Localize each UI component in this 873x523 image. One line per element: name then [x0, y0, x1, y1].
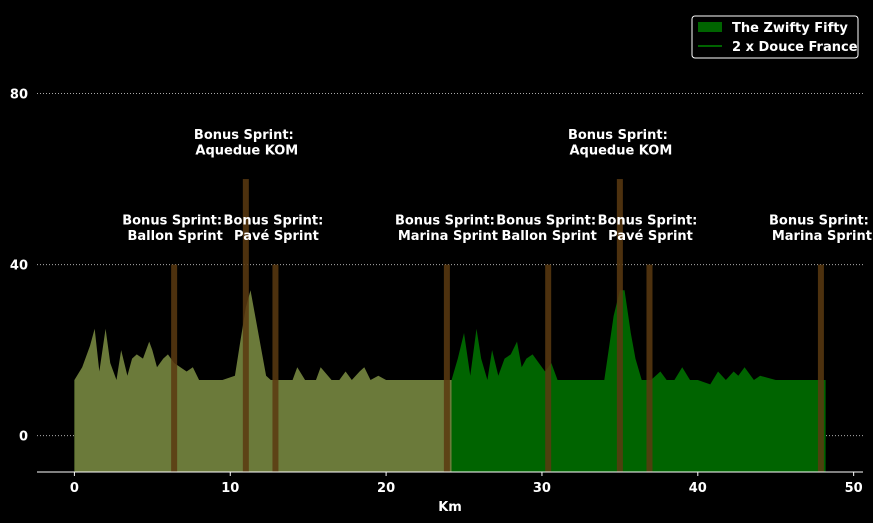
- y-tick-label-40: 40: [10, 259, 28, 274]
- sprint-label-5: Bonus Sprint: Aquedue KOM: [568, 128, 672, 159]
- sprint-label-4: Bonus Sprint: Ballon Sprint: [496, 214, 597, 245]
- y-tick-label-0: 0: [19, 430, 28, 445]
- legend-label-douce-france: 2 x Douce France: [732, 40, 858, 55]
- x-axis-label: Km: [438, 500, 462, 515]
- x-tick-label-0: 0: [70, 481, 79, 496]
- sprint-label-0: Bonus Sprint: Ballon Sprint: [122, 214, 223, 245]
- sprint-label-7: Bonus Sprint: Marina Sprint: [769, 214, 872, 245]
- sprint-label-6: Bonus Sprint: Pavé Sprint: [598, 214, 698, 245]
- sprint-bar-3: [444, 265, 450, 472]
- y-tick-label-80: 80: [10, 88, 28, 103]
- legend-label-zwifty-fifty: The Zwifty Fifty: [732, 21, 848, 36]
- x-tick-label-50: 50: [845, 481, 863, 496]
- sprint-label-2: Bonus Sprint: Pavé Sprint: [224, 214, 324, 245]
- legend: The Zwifty Fifty 2 x Douce France: [692, 16, 858, 58]
- sprint-label-1: Bonus Sprint: Aquedue KOM: [194, 128, 298, 159]
- sprint-annotations: Bonus Sprint: Ballon Sprint Bonus Sprint: A…: [122, 128, 872, 244]
- sprint-bar-6: [646, 265, 652, 472]
- series-areas: [74, 290, 825, 472]
- area-douce-france: [74, 290, 451, 472]
- x-tick-label-20: 20: [377, 481, 395, 496]
- sprint-bar-7: [818, 265, 824, 472]
- x-tick-label-10: 10: [221, 481, 239, 496]
- sprint-bar-0: [171, 265, 177, 472]
- sprint-bar-2: [272, 265, 278, 472]
- sprint-label-3: Bonus Sprint: Marina Sprint: [395, 214, 498, 245]
- x-tick-label-30: 30: [533, 481, 551, 496]
- sprint-bar-4: [545, 265, 551, 472]
- legend-swatch-zwifty-fifty: [698, 22, 722, 32]
- x-tick-label-40: 40: [689, 481, 707, 496]
